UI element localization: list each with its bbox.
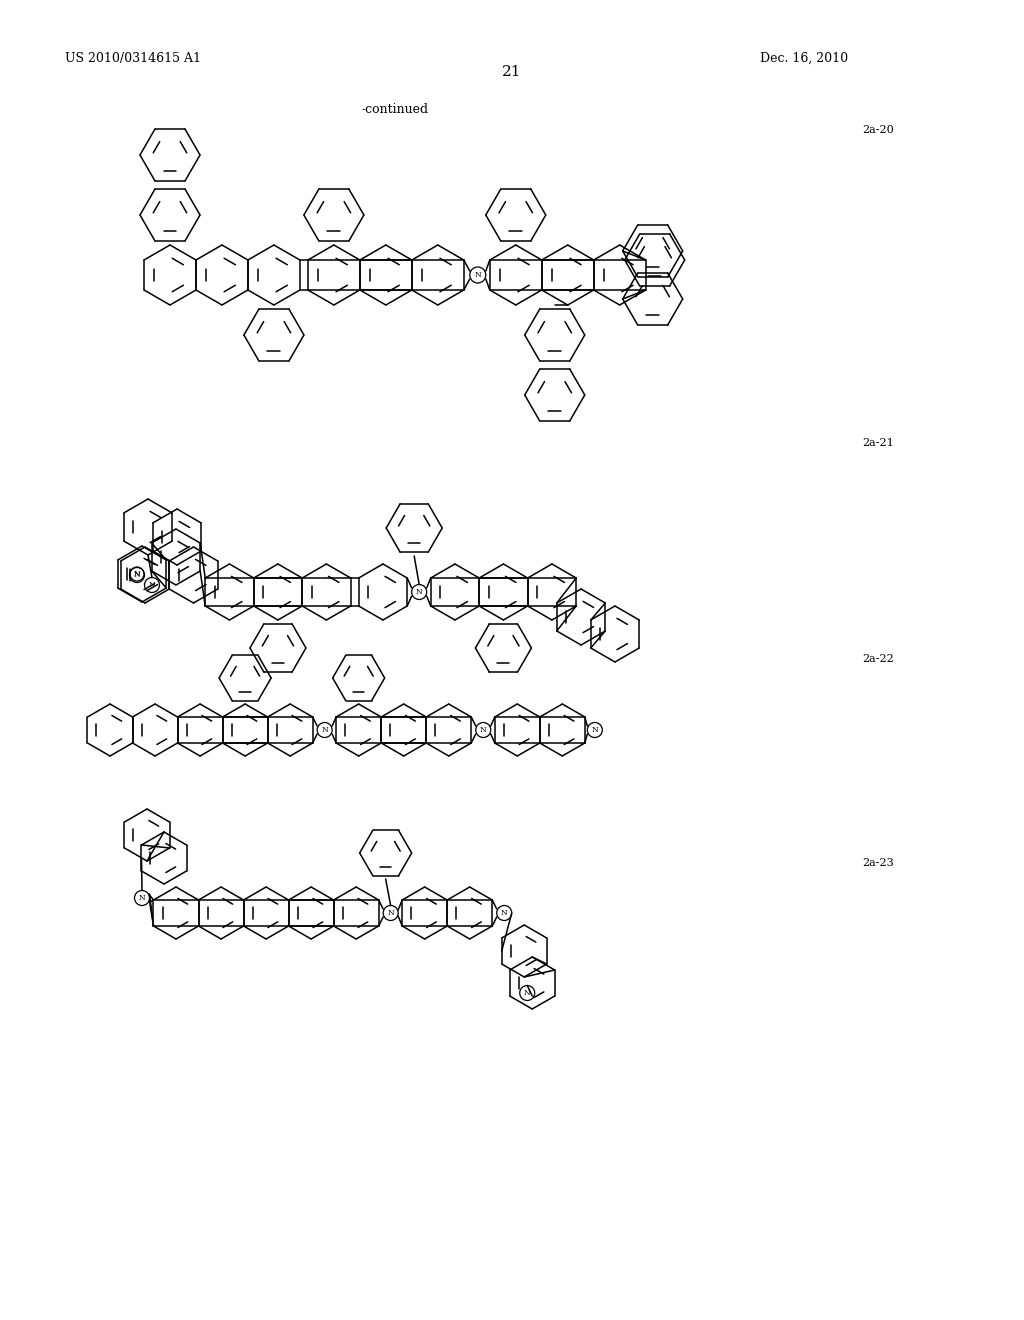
Text: N: N	[133, 572, 140, 579]
Text: N: N	[592, 726, 598, 734]
Text: 2a-22: 2a-22	[862, 653, 894, 664]
Text: Dec. 16, 2010: Dec. 16, 2010	[760, 51, 848, 65]
Text: US 2010/0314615 A1: US 2010/0314615 A1	[65, 51, 201, 65]
Text: 2a-20: 2a-20	[862, 125, 894, 135]
Text: N: N	[322, 726, 328, 734]
Text: 21: 21	[502, 65, 522, 79]
Text: -continued: -continued	[361, 103, 429, 116]
Text: N: N	[387, 909, 394, 917]
Text: N: N	[501, 909, 508, 917]
Text: N: N	[138, 894, 145, 902]
Text: 2a-23: 2a-23	[862, 858, 894, 869]
Text: N: N	[416, 587, 423, 597]
Text: N: N	[474, 271, 481, 279]
Text: N: N	[524, 989, 530, 997]
Text: N: N	[480, 726, 486, 734]
Text: N: N	[133, 570, 140, 578]
Text: N: N	[148, 581, 156, 589]
Text: 2a-21: 2a-21	[862, 438, 894, 447]
